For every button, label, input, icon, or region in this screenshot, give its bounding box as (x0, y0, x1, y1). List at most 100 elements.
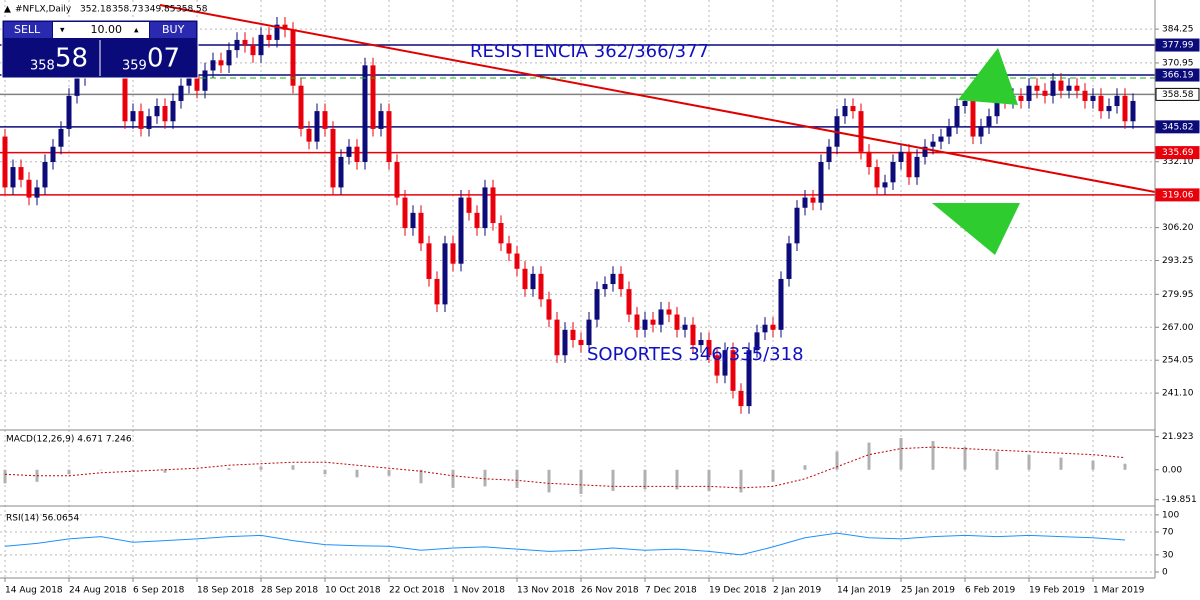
candle-body (58, 128, 64, 147)
macd-bar (387, 469, 391, 476)
candle-body (554, 319, 560, 356)
candle-body (978, 126, 984, 137)
candle-body (490, 187, 496, 224)
candle-body (234, 39, 240, 51)
y-tick-label: 306.20 (1162, 223, 1194, 233)
lot-value[interactable]: 10.00 (91, 23, 123, 36)
sell-price-small[interactable]: 358 (30, 59, 55, 74)
candle-body (194, 75, 200, 91)
candle-body (170, 100, 176, 122)
candle-body (930, 141, 936, 147)
candle-body (890, 161, 896, 183)
macd-bar (899, 438, 903, 470)
candle-body (538, 273, 544, 300)
candle-body (530, 273, 536, 290)
x-tick-label: 24 Aug 2018 (69, 586, 127, 596)
x-tick-label: 22 Oct 2018 (389, 586, 445, 596)
candle-body (250, 45, 256, 56)
y-tick-label: 30 (1162, 550, 1174, 560)
macd-bar (1059, 457, 1063, 470)
candle-body (818, 161, 824, 203)
price-box-label: 335.69 (1162, 148, 1194, 158)
candle-body (362, 65, 368, 162)
candle-body (50, 146, 56, 162)
lot-arrow[interactable]: ▴ (134, 26, 139, 36)
macd-bar (931, 441, 935, 470)
candle-body (1034, 85, 1040, 91)
price-box (1155, 146, 1200, 160)
candle-body (66, 95, 72, 129)
candle-body (738, 390, 744, 407)
candle-body (482, 187, 488, 229)
rsi-line (4, 532, 1126, 556)
macd-bar (355, 469, 359, 478)
price-box (1155, 87, 1200, 101)
candle-body (810, 197, 816, 203)
buy-price-big[interactable]: 07 (147, 44, 180, 74)
ohlc-value: 352.18 (80, 5, 112, 15)
x-tick-label: 7 Dec 2018 (645, 586, 697, 596)
price-box-label: 358.58 (1162, 90, 1194, 100)
buy-price-small[interactable]: 359 (122, 59, 147, 74)
candle-body (42, 161, 48, 188)
candle-body (506, 243, 512, 254)
macd-bar (867, 442, 871, 470)
candle-body (594, 289, 600, 320)
sell-label[interactable]: SELL (14, 23, 41, 36)
candle-body (906, 151, 912, 178)
x-tick-label: 19 Feb 2019 (1029, 586, 1085, 596)
x-tick-label: 2 Jan 2019 (773, 586, 821, 596)
macd-bar (515, 469, 519, 488)
lot-arrow[interactable]: ▾ (60, 26, 65, 36)
lot-field[interactable] (53, 22, 149, 38)
price-box (1155, 68, 1200, 82)
x-tick-label: 6 Sep 2018 (133, 586, 185, 596)
candle-body (994, 90, 1000, 117)
y-tick-label: 21.923 (1162, 432, 1194, 442)
x-tick-label: 10 Oct 2018 (325, 586, 381, 596)
macd-bar (195, 469, 199, 471)
candle-body (954, 106, 960, 127)
candle-body (946, 126, 952, 137)
candle-body (426, 243, 432, 279)
candle-body (378, 111, 384, 129)
price-box-label: 319.06 (1162, 190, 1194, 200)
candle-body (434, 278, 440, 305)
buy-label[interactable]: BUY (162, 23, 185, 36)
candle-body (226, 50, 232, 66)
candle-body (626, 289, 632, 315)
candle-body (650, 319, 656, 325)
macd-bar (323, 469, 327, 475)
sell-price-big[interactable]: 58 (55, 44, 88, 74)
x-tick-label: 26 Nov 2018 (581, 586, 639, 596)
candle-body (682, 324, 688, 330)
candle-body (730, 350, 736, 391)
price-box (1155, 38, 1200, 52)
y-tick-label: 0 (1162, 568, 1168, 578)
x-tick-label: 13 Nov 2018 (517, 586, 575, 596)
candle-body (866, 151, 872, 168)
candle-body (802, 197, 808, 208)
x-tick-label: 6 Feb 2019 (965, 586, 1016, 596)
macd-bar (291, 465, 295, 470)
candle-body (666, 309, 672, 315)
sell-button[interactable] (4, 22, 52, 38)
candle-body (18, 167, 24, 180)
candle-body (442, 243, 448, 305)
down-triangle (932, 203, 1020, 255)
x-tick-label: 14 Jan 2019 (837, 586, 891, 596)
candle-body (34, 187, 40, 198)
ohlc-value: 358.58 (176, 5, 208, 15)
candle-body (610, 273, 616, 285)
candle-body (1018, 95, 1024, 101)
candle-body (1122, 95, 1128, 122)
symbol-arrow: ▲ (4, 5, 11, 15)
candle-body (402, 197, 408, 229)
macd-title: MACD(12,26,9) 4.671 7.246 (6, 435, 132, 445)
y-tick-label: 384.25 (1162, 25, 1194, 35)
annotation: RESISTENCIA 362/366/377 (470, 41, 709, 62)
y-tick-label: -19.851 (1162, 495, 1197, 505)
buy-button[interactable] (150, 22, 196, 38)
candle-body (218, 60, 224, 66)
x-tick-label: 1 Mar 2019 (1093, 586, 1145, 596)
